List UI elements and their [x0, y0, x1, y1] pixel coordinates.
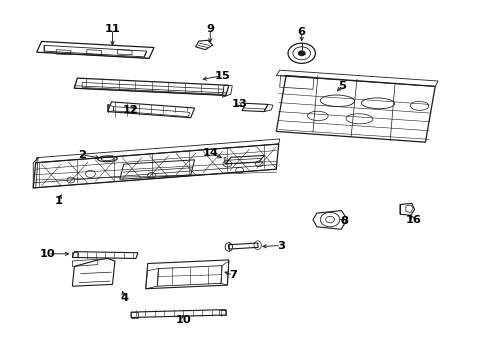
Text: 8: 8 — [340, 216, 348, 226]
Text: 9: 9 — [206, 24, 214, 34]
Text: 10: 10 — [175, 315, 191, 325]
Text: 12: 12 — [123, 105, 139, 115]
Text: 1: 1 — [55, 196, 62, 206]
Circle shape — [298, 51, 305, 56]
Circle shape — [325, 216, 334, 223]
Text: 15: 15 — [214, 71, 230, 81]
Text: 2: 2 — [78, 150, 86, 160]
Text: 4: 4 — [121, 293, 128, 303]
Text: 7: 7 — [229, 270, 237, 280]
Text: 11: 11 — [104, 24, 120, 34]
Text: 10: 10 — [40, 249, 56, 259]
Text: 6: 6 — [297, 27, 305, 37]
Text: 13: 13 — [231, 99, 247, 109]
Text: 3: 3 — [277, 240, 285, 251]
Text: 16: 16 — [405, 215, 420, 225]
Text: 5: 5 — [338, 81, 346, 91]
Text: 14: 14 — [202, 148, 218, 158]
